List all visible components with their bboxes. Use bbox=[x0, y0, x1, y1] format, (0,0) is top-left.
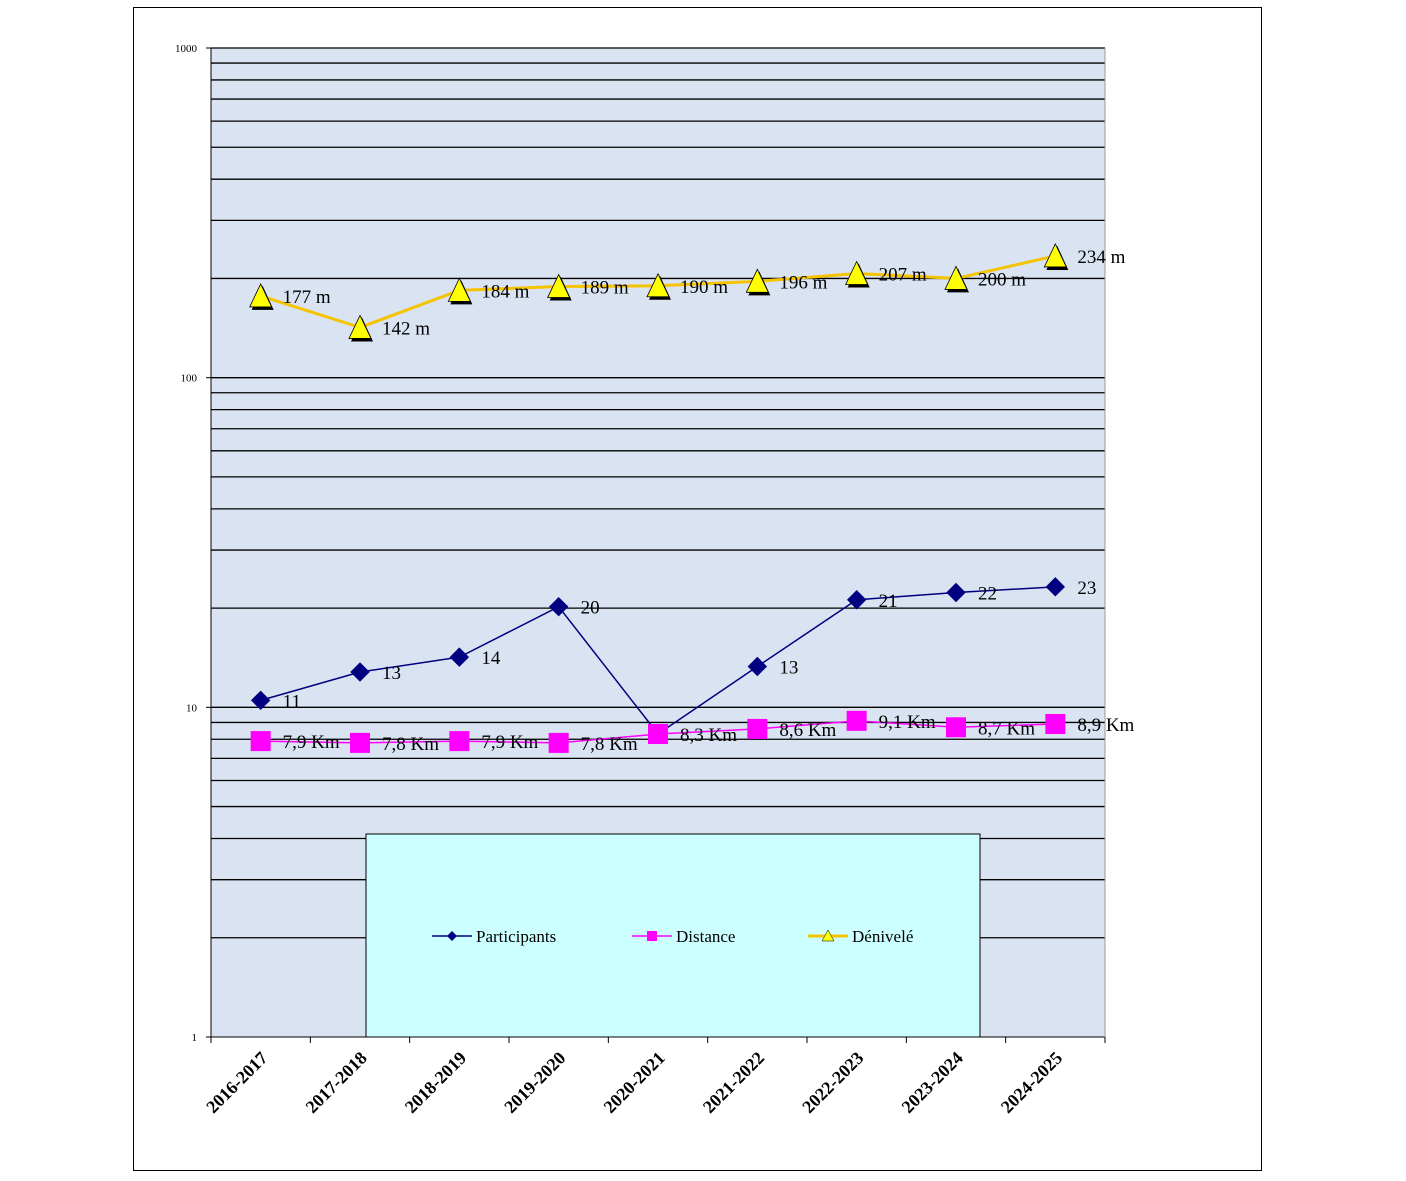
data-label-distance: 8,3 Km bbox=[680, 725, 737, 746]
y-tick-label: 1 bbox=[192, 1032, 198, 1044]
marker-denivele bbox=[745, 268, 769, 293]
x-tick-label: 2018-2019 bbox=[401, 1048, 470, 1117]
series bbox=[249, 243, 1069, 753]
data-label-denivele: 200 m bbox=[978, 269, 1026, 290]
marker-denivele bbox=[1043, 243, 1067, 268]
marker-denivele bbox=[944, 265, 968, 290]
marker-distance bbox=[449, 731, 470, 752]
data-label-denivele: 177 m bbox=[283, 287, 331, 308]
data-label-participants: 14 bbox=[481, 648, 501, 669]
data-label-distance: 7,8 Km bbox=[581, 734, 638, 755]
x-tick-label: 2016-2017 bbox=[202, 1048, 271, 1117]
legend-label-distance: Distance bbox=[676, 927, 735, 946]
legend-box bbox=[365, 833, 981, 1038]
data-label-denivele: 189 m bbox=[581, 278, 629, 299]
legend-marker-denivele bbox=[821, 929, 835, 942]
x-tick-label: 2021-2022 bbox=[699, 1048, 768, 1117]
marker-distance bbox=[250, 731, 271, 752]
data-label-participants: 22 bbox=[978, 584, 997, 605]
y-tick-label: 100 bbox=[181, 373, 198, 385]
data-label-denivele: 190 m bbox=[680, 277, 728, 298]
data-label-denivele: 184 m bbox=[481, 281, 529, 302]
data-label-distance: 7,9 Km bbox=[481, 732, 538, 753]
data-label-distance: 8,6 Km bbox=[779, 720, 836, 741]
marker-participants bbox=[946, 582, 966, 603]
marker-denivele bbox=[348, 314, 372, 339]
marker-participants bbox=[250, 690, 271, 711]
data-label-distance: 7,8 Km bbox=[382, 734, 439, 755]
legend: Participants Distance Dénivelé bbox=[365, 833, 981, 1038]
marker-distance bbox=[350, 732, 370, 753]
marker-participants bbox=[548, 596, 569, 617]
marker-denivele bbox=[249, 282, 273, 308]
marker-distance bbox=[648, 724, 668, 745]
data-label-distance: 9,1 Km bbox=[879, 712, 936, 733]
data-label-participants: 20 bbox=[581, 598, 600, 619]
data-label-participants: 21 bbox=[879, 591, 898, 612]
marker-participants bbox=[1045, 577, 1066, 597]
marker-denivele bbox=[646, 272, 670, 298]
data-label-denivele: 142 m bbox=[382, 318, 430, 339]
marker-participants bbox=[846, 590, 867, 610]
marker-denivele bbox=[447, 277, 471, 302]
marker-participants bbox=[747, 656, 768, 677]
x-tick-label: 2020-2021 bbox=[600, 1048, 669, 1117]
legend-label-participants: Participants bbox=[476, 927, 556, 946]
y-tick-label: 10 bbox=[186, 702, 198, 714]
legend-marker-distance bbox=[647, 931, 657, 941]
x-tick-label: 2017-2018 bbox=[302, 1048, 371, 1117]
data-label-denivele: 234 m bbox=[1077, 247, 1125, 268]
marker-distance bbox=[946, 717, 966, 738]
data-label-denivele: 196 m bbox=[779, 272, 827, 293]
data-label-distance: 7,9 Km bbox=[283, 732, 340, 753]
data-label-participants: 23 bbox=[1077, 578, 1096, 599]
data-label-distance: 8,7 Km bbox=[978, 718, 1035, 739]
marker-denivele bbox=[547, 273, 571, 298]
data-label-participants: 13 bbox=[779, 658, 798, 679]
marker-participants bbox=[350, 662, 370, 682]
marker-distance bbox=[1045, 714, 1066, 735]
data-label-participants: 11 bbox=[283, 691, 301, 712]
marker-distance bbox=[846, 710, 867, 731]
x-tick-label: 2019-2020 bbox=[500, 1048, 569, 1117]
marker-participants bbox=[449, 647, 470, 667]
marker-distance bbox=[747, 718, 768, 739]
legend-label-denivele: Dénivelé bbox=[852, 927, 913, 946]
data-label-distance: 8,9 Km bbox=[1077, 715, 1134, 736]
x-tick-label: 2023-2024 bbox=[898, 1048, 967, 1117]
data-labels: 11 13 14 20 13 21 22 23 7,9 Km 7,8 Km 7,9 Km 7,8 Km… bbox=[283, 247, 1135, 755]
y-tick-label: 1000 bbox=[175, 43, 198, 55]
data-label-participants: 13 bbox=[382, 663, 401, 684]
x-tick-label: 2022-2023 bbox=[798, 1048, 867, 1117]
marker-distance bbox=[548, 732, 569, 753]
legend-marker-participants bbox=[447, 931, 457, 941]
data-label-denivele: 207 m bbox=[879, 265, 927, 286]
x-tick-label: 2024-2025 bbox=[997, 1048, 1066, 1117]
marker-denivele bbox=[845, 260, 869, 285]
